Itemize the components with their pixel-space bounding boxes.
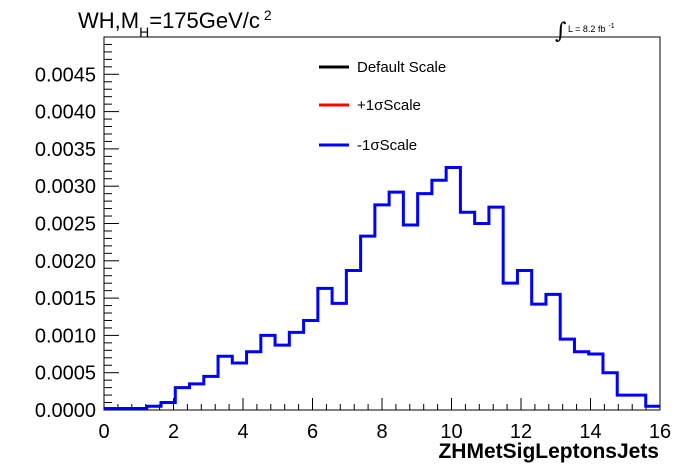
title-value: =175GeV/c [149, 8, 260, 33]
x-tick-label: 2 [168, 421, 179, 443]
x-tick-label: 16 [649, 421, 671, 443]
x-tick-label: 0 [98, 421, 109, 443]
y-tick-label: 0.0030 [35, 176, 96, 198]
x-tick-label: 8 [376, 421, 387, 443]
y-tick-label: 0.0015 [35, 288, 96, 310]
integral-symbol: ∫ [555, 19, 567, 44]
series-layer [104, 166, 660, 411]
x-tick-label: 14 [579, 421, 601, 443]
y-tick-label: 0.0000 [35, 400, 96, 422]
y-axis: 0.0000 0.0005 0.0010 0.0015 0.0020 0.0025 0.00… [35, 43, 119, 422]
y-tick-label: 0.0040 [35, 102, 96, 124]
title-prefix: WH,M [78, 8, 139, 33]
y-tick-label: 0.0045 [35, 64, 96, 86]
luminosity-label: L = 8.2 fb -1 [568, 23, 615, 34]
y-tick-label: 0.0010 [35, 325, 96, 347]
x-tick-label: 12 [510, 421, 532, 443]
legend: Default Scale +1σScale -1σScale [319, 59, 446, 154]
x-axis: 0 2 4 6 8 10 12 14 16 [98, 398, 671, 443]
series-line-2 [104, 166, 660, 411]
x-tick-label: 6 [307, 421, 318, 443]
y-tick-label: 0.0020 [35, 251, 96, 273]
title-subscript: H [139, 24, 149, 40]
legend-label-minus1sigma: -1σScale [357, 137, 417, 154]
legend-label-plus1sigma: +1σScale [357, 97, 421, 114]
legend-label-default: Default Scale [357, 59, 446, 76]
y-tick-label: 0.0005 [35, 363, 96, 385]
y-tick-label: 0.0025 [35, 214, 96, 236]
x-tick-label: 4 [237, 421, 248, 443]
x-tick-label: 10 [440, 421, 462, 443]
luminosity-superscript: -1 [608, 23, 614, 30]
y-tick-label: 0.0035 [35, 139, 96, 161]
title-superscript: 2 [264, 7, 272, 23]
chart-title: WH,MH=175GeV/c 2 [78, 7, 272, 40]
luminosity-text: L = 8.2 fb [568, 24, 605, 34]
x-axis-label: ZHMetSigLeptonsJets [438, 440, 659, 463]
